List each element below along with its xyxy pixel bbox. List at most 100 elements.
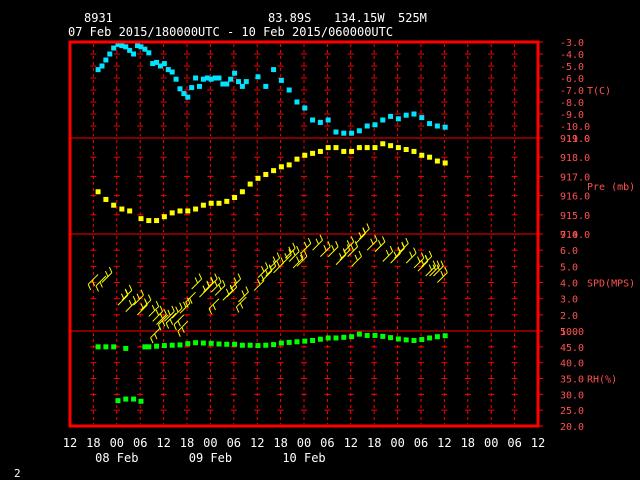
wind-barb [214, 279, 226, 296]
pressure-point [119, 206, 125, 212]
wind-barb-shaft [226, 286, 238, 298]
wind-barb-flag [374, 234, 378, 241]
wind-barb [230, 273, 242, 290]
pressure-point [127, 208, 133, 214]
y-tick-label: -9.0 [560, 110, 584, 121]
pressure-point [372, 145, 378, 151]
wind-barb-shaft [359, 228, 370, 240]
temperature-point [204, 75, 210, 81]
pressure-point [255, 175, 261, 181]
wind-barb-flag [335, 241, 339, 247]
panel-ylabel: T(C) [587, 86, 611, 97]
wind-barb [437, 266, 448, 283]
wind-barb-flag [194, 277, 199, 284]
temperature-point [263, 83, 269, 89]
relative_humidity-point [200, 340, 206, 346]
x-tick-label: 12 [437, 436, 451, 450]
wind-barb-flag [428, 250, 433, 257]
wind-barb [191, 273, 203, 290]
wind-barb-flag [354, 241, 359, 247]
temperature-point [142, 46, 148, 52]
wind-barb-shaft [284, 247, 296, 259]
pressure-point [380, 141, 386, 147]
wind-barb-flag [155, 300, 160, 307]
y-tick-label: 3.0 [560, 295, 578, 306]
wind-barb [343, 236, 355, 253]
wind-barb [269, 252, 281, 269]
elevation: 525M [398, 11, 427, 25]
relative_humidity-point [364, 332, 370, 338]
relative_humidity-point [239, 342, 245, 348]
wind-barb-flag [210, 277, 214, 284]
wind-barb [413, 252, 425, 269]
wind-barb-flag [288, 246, 292, 253]
pressure-point [161, 214, 167, 220]
wind-barb-shaft [95, 275, 107, 287]
temperature-point [150, 61, 156, 67]
pressure-point [247, 181, 253, 187]
relative_humidity-point [255, 343, 261, 349]
temperature-point [161, 61, 167, 67]
wind-barb-flag [124, 288, 129, 295]
wind-barb [347, 241, 359, 257]
wind-barb-shaft [292, 257, 304, 269]
relative_humidity-point [123, 345, 129, 351]
relative_humidity-point [103, 344, 109, 350]
x-tick-label: 00 [203, 436, 217, 450]
wind-barb-shaft [300, 243, 312, 254]
relative_humidity-point [131, 396, 137, 402]
wind-barb-flag [108, 266, 113, 273]
wind-barb [425, 260, 437, 277]
temperature-point [212, 75, 218, 81]
relative_humidity-point [434, 334, 440, 340]
relative_humidity-point [380, 333, 386, 339]
wind-barb-shaft [269, 257, 280, 269]
pressure-point [146, 218, 152, 224]
wind-barb-flag [95, 285, 99, 292]
wind-barb [281, 249, 292, 266]
y-tick-label: -7.0 [560, 86, 584, 97]
date-label: 09 Feb [189, 451, 232, 465]
relative_humidity-point [341, 334, 347, 340]
y-tick-label: 916.0 [560, 192, 590, 203]
wind-barb-shaft [296, 256, 308, 267]
y-tick-label: 6.0 [560, 246, 578, 257]
wind-barb-flag [323, 245, 327, 251]
wind-barb-flag [225, 288, 230, 295]
wind-barb-flag [237, 273, 242, 280]
y-tick-label: 7.0 [560, 230, 578, 241]
wind-barb-flag [378, 240, 382, 247]
wind-barb [382, 245, 394, 262]
wind-barb [351, 250, 362, 267]
temperature-point [380, 117, 386, 123]
wind-barb-shaft [236, 296, 247, 308]
temperature-point [364, 123, 370, 129]
longitude: 134.15W [334, 11, 385, 25]
relative_humidity-point [302, 338, 308, 344]
relative_humidity-point [142, 344, 148, 350]
temperature-point [419, 115, 425, 121]
wind-barb-shaft [173, 314, 185, 326]
wind-barb-shaft [101, 272, 113, 283]
pressure-point [403, 147, 409, 153]
pressure-point [271, 168, 277, 174]
temperature-point [356, 128, 362, 134]
wind-barb-flag [370, 238, 374, 245]
relative_humidity-point [356, 331, 362, 337]
axis-labels-layer: -3.0-4.0-5.0-6.0-7.0-8.0-9.0-10.0-11.0 T(… [63, 38, 635, 465]
wind-barb-flag [331, 245, 335, 251]
x-tick-label: 00 [390, 436, 404, 450]
temperature-point [395, 116, 401, 122]
wind-barb-flag [175, 306, 179, 313]
x-tick-label: 18 [367, 436, 381, 450]
wind-barb-shaft [265, 265, 277, 277]
temperature-point [134, 43, 140, 49]
plot-frame [68, 40, 540, 428]
pressure-point [364, 145, 370, 151]
wind-barb-flag [183, 301, 187, 308]
wind-barb-flag [198, 273, 203, 280]
wind-barb-shaft [398, 243, 409, 254]
wind-barb-flag [432, 260, 437, 267]
y-tick-label: 35.0 [560, 375, 584, 386]
wind-barb-shaft [214, 285, 226, 296]
